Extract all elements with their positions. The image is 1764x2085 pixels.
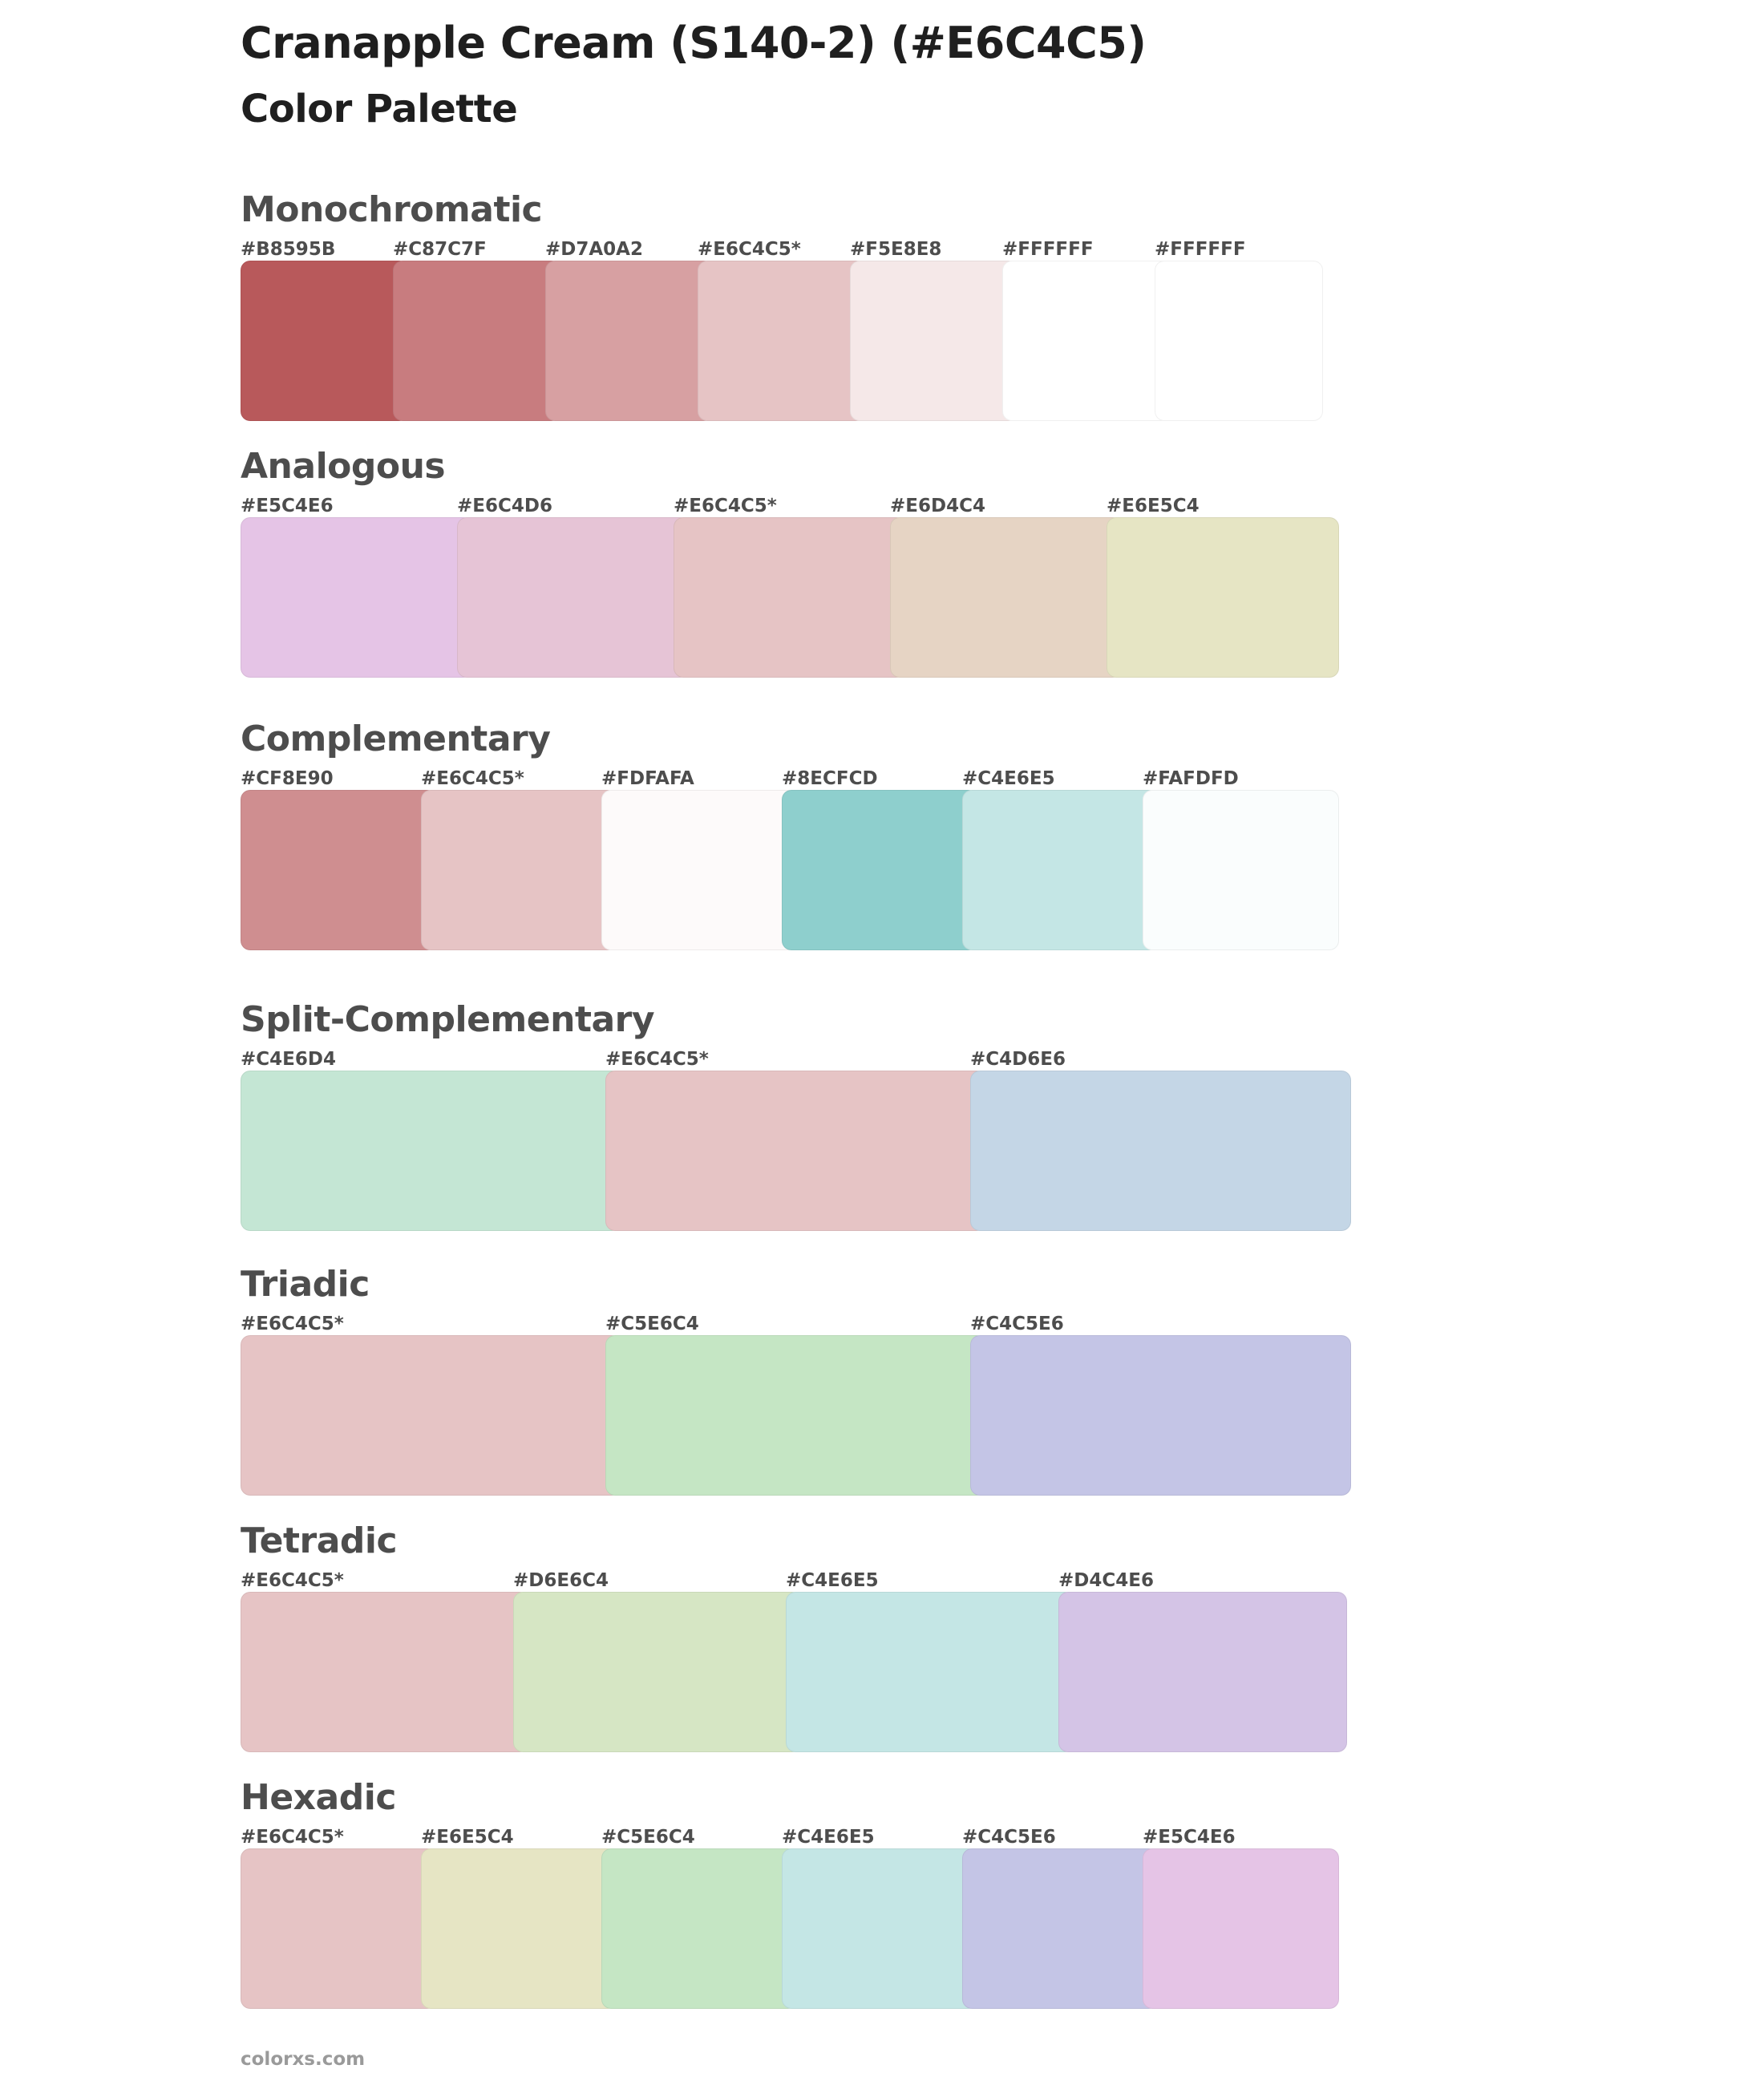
section-triadic: Triadic #E6C4C5* #C5E6C4 #C4C5E6	[241, 1263, 1351, 1497]
swatch-hex-label: #E6C4C5*	[241, 1570, 344, 1591]
swatch-hex-label: #D7A0A2	[545, 239, 643, 260]
swatch-hex-label: #C5E6C4	[605, 1314, 699, 1334]
color-chip[interactable]	[601, 1848, 798, 2009]
section-heading: Complementary	[241, 719, 551, 759]
swatch-hex-label: #E6E5C4	[1107, 496, 1200, 516]
page-subtitle: Color Palette	[241, 87, 518, 132]
swatch-hex-label: #B8595B	[241, 239, 336, 260]
color-chip[interactable]	[1155, 261, 1323, 421]
swatch-row: #E6C4C5* #C5E6C4 #C4C5E6	[241, 1313, 1351, 1497]
swatch-hex-label: #F5E8E8	[850, 239, 942, 260]
swatch-hex-label: #D4C4E6	[1058, 1570, 1154, 1591]
swatch-hex-label: #E5C4E6	[1143, 1827, 1236, 1848]
swatch-hex-label: #D6E6C4	[513, 1570, 609, 1591]
swatch-hex-label: #C5E6C4	[601, 1827, 695, 1848]
section-heading: Tetradic	[241, 1520, 398, 1561]
color-chip[interactable]	[782, 790, 978, 950]
color-chip[interactable]	[782, 1848, 978, 2009]
color-chip[interactable]	[674, 517, 906, 678]
section-heading: Hexadic	[241, 1777, 396, 1818]
swatch-hex-label: #E6C4C5*	[241, 1827, 344, 1848]
color-chip[interactable]	[962, 790, 1159, 950]
section-heading: Split-Complementary	[241, 999, 655, 1040]
color-chip[interactable]	[241, 261, 409, 421]
color-chip[interactable]	[421, 790, 617, 950]
swatch-hex-label: #E6D4C4	[890, 496, 985, 516]
swatch-hex-label: #C87C7F	[393, 239, 487, 260]
color-chip[interactable]	[1143, 1848, 1339, 2009]
color-chip[interactable]	[890, 517, 1123, 678]
color-chip[interactable]	[241, 1848, 437, 2009]
section-heading: Analogous	[241, 446, 446, 487]
swatch-hex-label: #E5C4E6	[241, 496, 334, 516]
color-chip[interactable]	[601, 790, 798, 950]
swatch-hex-label: #E6C4C5*	[674, 496, 777, 516]
color-chip[interactable]	[850, 261, 1018, 421]
color-chip[interactable]	[457, 517, 690, 678]
swatch-row: #CF8E90 #E6C4C5* #FDFAFA #8ECFCD #C4E6E5 #FAF…	[241, 767, 1339, 952]
swatch-hex-label: #E6C4D6	[457, 496, 552, 516]
color-chip[interactable]	[241, 1335, 621, 1496]
color-chip[interactable]	[1143, 790, 1339, 950]
swatch-hex-label: #FDFAFA	[601, 768, 694, 789]
section-hexadic: Hexadic #E6C4C5* #E6E5C4 #C5E6C4 #C4E6E5 #C4C…	[241, 1776, 1339, 2010]
color-chip[interactable]	[962, 1848, 1159, 2009]
color-chip[interactable]	[970, 1071, 1351, 1231]
page-title: Cranapple Cream (S140-2) (#E6C4C5)	[241, 18, 1147, 68]
color-chip[interactable]	[241, 790, 437, 950]
swatch-hex-label: #C4E6E5	[962, 768, 1055, 789]
swatch-hex-label: #C4C5E6	[962, 1827, 1056, 1848]
color-chip[interactable]	[393, 261, 561, 421]
color-chip[interactable]	[605, 1335, 986, 1496]
swatch-row: #C4E6D4 #E6C4C5* #C4D6E6	[241, 1048, 1351, 1233]
swatch-row: #E6C4C5* #E6E5C4 #C5E6C4 #C4E6E5 #C4C5E6 #E5C…	[241, 1826, 1339, 2010]
color-chip[interactable]	[786, 1592, 1074, 1752]
color-chip[interactable]	[1058, 1592, 1347, 1752]
section-heading: Triadic	[241, 1264, 370, 1305]
section-complementary: Complementary #CF8E90 #E6C4C5* #FDFAFA #8ECF…	[241, 718, 1339, 952]
color-chip[interactable]	[241, 1071, 621, 1231]
color-chip[interactable]	[1002, 261, 1171, 421]
section-heading: Monochromatic	[241, 189, 543, 230]
swatch-hex-label: #C4C5E6	[970, 1314, 1064, 1334]
color-chip[interactable]	[421, 1848, 617, 2009]
swatch-hex-label: #FFFFFF	[1155, 239, 1246, 260]
section-analogous: Analogous #E5C4E6 #E6C4D6 #E6C4C5* #E6D4C4 #E…	[241, 445, 1339, 679]
swatch-row: #E6C4C5* #D6E6C4 #C4E6E5 #D4C4E6	[241, 1569, 1347, 1754]
color-chip[interactable]	[970, 1335, 1351, 1496]
swatch-hex-label: #C4E6E5	[782, 1827, 875, 1848]
swatch-row: #E5C4E6 #E6C4D6 #E6C4C5* #E6D4C4 #E6E5C4	[241, 495, 1339, 679]
color-chip[interactable]	[241, 1592, 529, 1752]
site-footer[interactable]: colorxs.com	[241, 2049, 366, 2070]
swatch-hex-label: #CF8E90	[241, 768, 334, 789]
swatch-hex-label: #E6E5C4	[421, 1827, 514, 1848]
color-chip[interactable]	[1107, 517, 1339, 678]
swatch-hex-label: #FAFDFD	[1143, 768, 1239, 789]
section-tetradic: Tetradic #E6C4C5* #D6E6C4 #C4E6E5 #D4C4E6	[241, 1520, 1347, 1754]
color-chip[interactable]	[513, 1592, 802, 1752]
swatch-hex-label: #E6C4C5*	[241, 1314, 344, 1334]
color-chip[interactable]	[605, 1071, 986, 1231]
swatch-hex-label: #C4E6E5	[786, 1570, 879, 1591]
color-chip[interactable]	[698, 261, 866, 421]
color-chip[interactable]	[545, 261, 714, 421]
section-split-complementary: Split-Complementary #C4E6D4 #E6C4C5* #C4D6E…	[241, 998, 1351, 1233]
section-monochromatic: Monochromatic #B8595B #C87C7F #D7A0A2 #E6C4C…	[241, 188, 1323, 423]
swatch-hex-label: #C4D6E6	[970, 1049, 1066, 1070]
swatch-hex-label: #E6C4C5*	[605, 1049, 709, 1070]
swatch-row: #B8595B #C87C7F #D7A0A2 #E6C4C5* #F5E8E8 #FFF…	[241, 238, 1323, 423]
swatch-hex-label: #E6C4C5*	[698, 239, 801, 260]
swatch-hex-label: #8ECFCD	[782, 768, 878, 789]
swatch-hex-label: #E6C4C5*	[421, 768, 524, 789]
color-chip[interactable]	[241, 517, 473, 678]
swatch-hex-label: #FFFFFF	[1002, 239, 1094, 260]
swatch-hex-label: #C4E6D4	[241, 1049, 336, 1070]
